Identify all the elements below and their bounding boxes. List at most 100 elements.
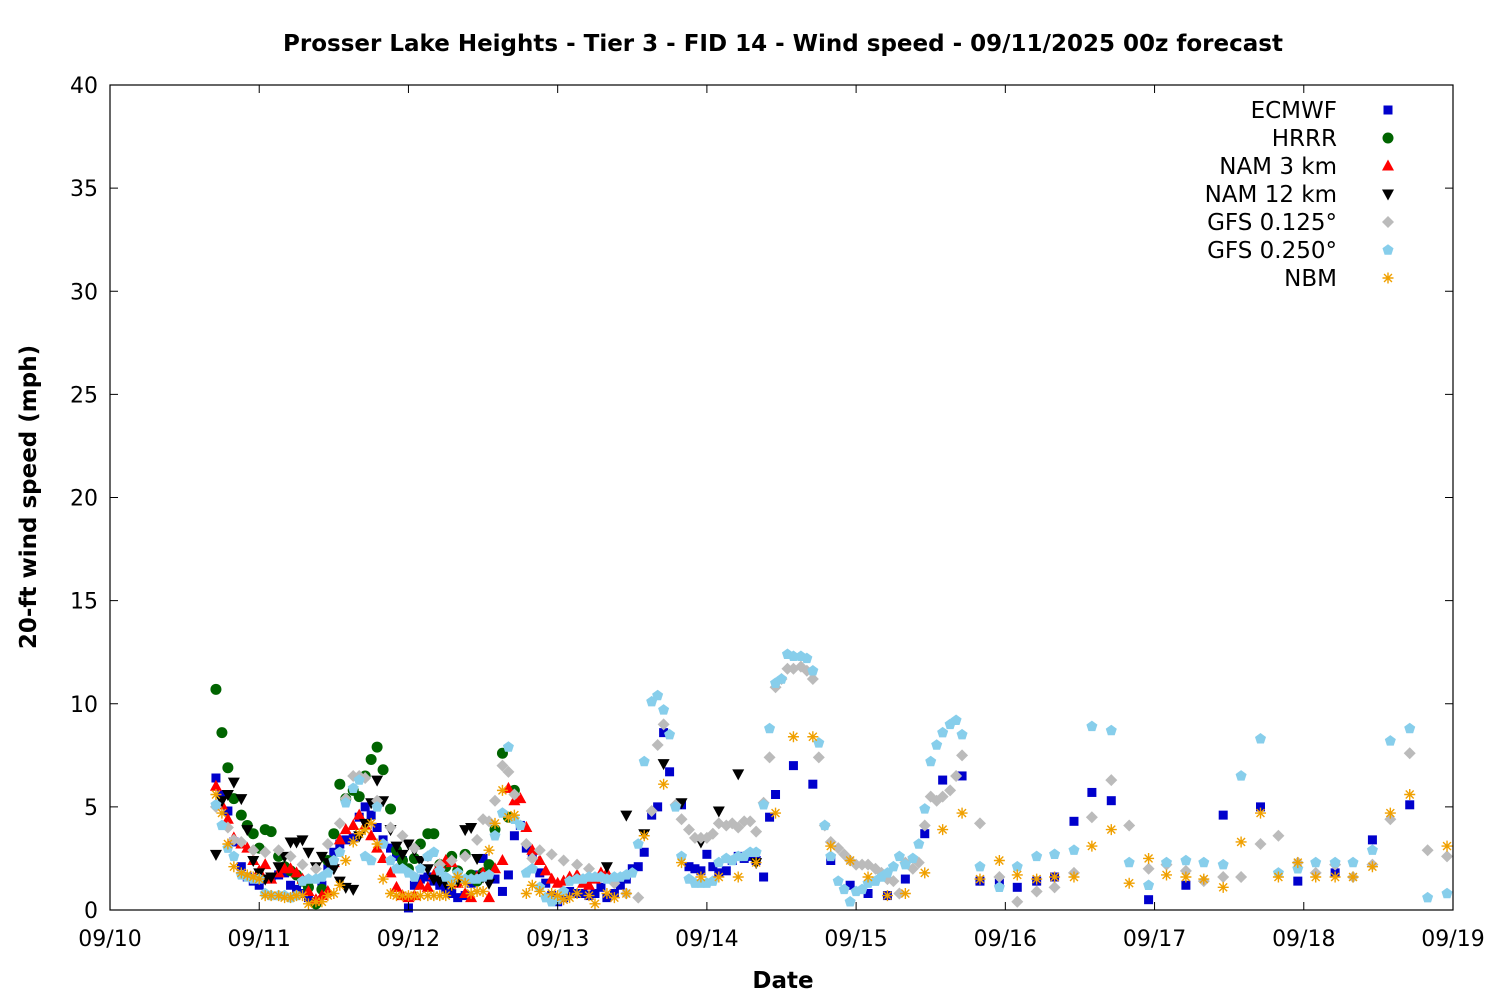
data-point — [893, 850, 905, 862]
data-point — [1198, 856, 1210, 868]
data-point — [808, 779, 818, 789]
data-point — [488, 794, 501, 807]
data-point — [1049, 848, 1061, 859]
data-point — [750, 825, 763, 838]
legend-marker — [1383, 105, 1393, 115]
data-point — [899, 858, 911, 870]
data-point — [409, 880, 419, 890]
data-point — [557, 854, 570, 867]
x-tick-label: 09/15 — [824, 927, 887, 952]
data-point — [1105, 774, 1118, 787]
data-point — [825, 850, 837, 862]
data-point — [322, 890, 334, 902]
data-point — [657, 718, 670, 731]
data-point — [215, 796, 228, 808]
data-point — [937, 824, 949, 836]
data-point — [445, 854, 458, 867]
data-point — [1160, 869, 1172, 881]
data-point — [1180, 871, 1192, 883]
data-point — [385, 803, 397, 815]
data-point — [489, 817, 501, 829]
y-tick-label: 20 — [70, 487, 98, 512]
data-point — [620, 888, 632, 899]
data-point — [459, 877, 471, 889]
data-point — [545, 872, 558, 884]
data-point — [819, 819, 831, 831]
data-point — [428, 890, 440, 902]
data-point — [414, 878, 427, 890]
data-point — [615, 880, 625, 890]
data-point — [209, 849, 222, 861]
data-point — [639, 847, 649, 857]
data-point — [279, 892, 291, 904]
data-point — [1404, 789, 1416, 800]
data-point — [347, 884, 360, 896]
data-point — [365, 829, 378, 841]
data-point — [259, 890, 271, 902]
data-point — [465, 823, 478, 834]
data-point — [1272, 871, 1284, 883]
data-point — [1366, 844, 1378, 855]
data-point — [291, 890, 303, 902]
y-tick-label: 0 — [84, 899, 98, 924]
data-point — [284, 862, 297, 874]
data-point — [600, 862, 613, 874]
data-point — [713, 871, 725, 883]
data-point — [546, 888, 558, 899]
data-point — [384, 821, 397, 834]
data-point — [1404, 722, 1416, 734]
data-point — [408, 842, 421, 855]
x-tick-label: 09/11 — [228, 927, 291, 952]
data-point — [290, 866, 303, 878]
data-point — [645, 805, 658, 817]
data-point — [1181, 880, 1191, 890]
data-point — [221, 790, 234, 801]
data-point — [863, 889, 873, 898]
data-point — [659, 728, 669, 738]
data-point — [1217, 871, 1230, 883]
data-point — [272, 844, 285, 857]
data-point — [315, 851, 328, 863]
data-point — [329, 847, 339, 857]
data-point — [956, 728, 968, 740]
data-point — [775, 673, 788, 684]
data-point — [825, 840, 837, 852]
data-point — [489, 829, 501, 841]
data-point — [365, 854, 377, 866]
data-point — [377, 764, 389, 776]
data-point — [296, 835, 309, 847]
data-point — [360, 802, 370, 812]
data-point — [913, 838, 925, 849]
data-point — [558, 894, 570, 906]
data-point — [211, 773, 221, 783]
data-point — [265, 872, 278, 884]
data-point — [956, 749, 969, 762]
data-point — [1235, 770, 1247, 781]
data-point — [571, 888, 583, 899]
data-point — [359, 824, 371, 836]
data-point — [900, 874, 910, 884]
data-point — [483, 891, 496, 903]
data-point — [653, 802, 663, 812]
data-point — [428, 846, 440, 857]
data-point — [408, 871, 420, 882]
data-point — [302, 898, 314, 910]
data-point — [938, 775, 948, 785]
data-point — [1143, 852, 1155, 864]
data-point — [708, 862, 718, 872]
data-point — [1421, 844, 1434, 857]
data-point — [471, 833, 484, 846]
y-tick-label: 10 — [70, 693, 98, 718]
data-point — [993, 881, 1005, 892]
legend-item: GFS 0.125° — [1207, 210, 1394, 236]
data-point — [316, 896, 328, 908]
data-point — [254, 880, 264, 890]
data-point — [583, 890, 595, 902]
data-point — [428, 828, 440, 840]
data-point — [459, 887, 472, 898]
data-point — [216, 819, 228, 831]
data-point — [633, 862, 643, 872]
data-point — [385, 854, 397, 866]
data-point — [682, 823, 695, 836]
data-point — [919, 867, 931, 879]
